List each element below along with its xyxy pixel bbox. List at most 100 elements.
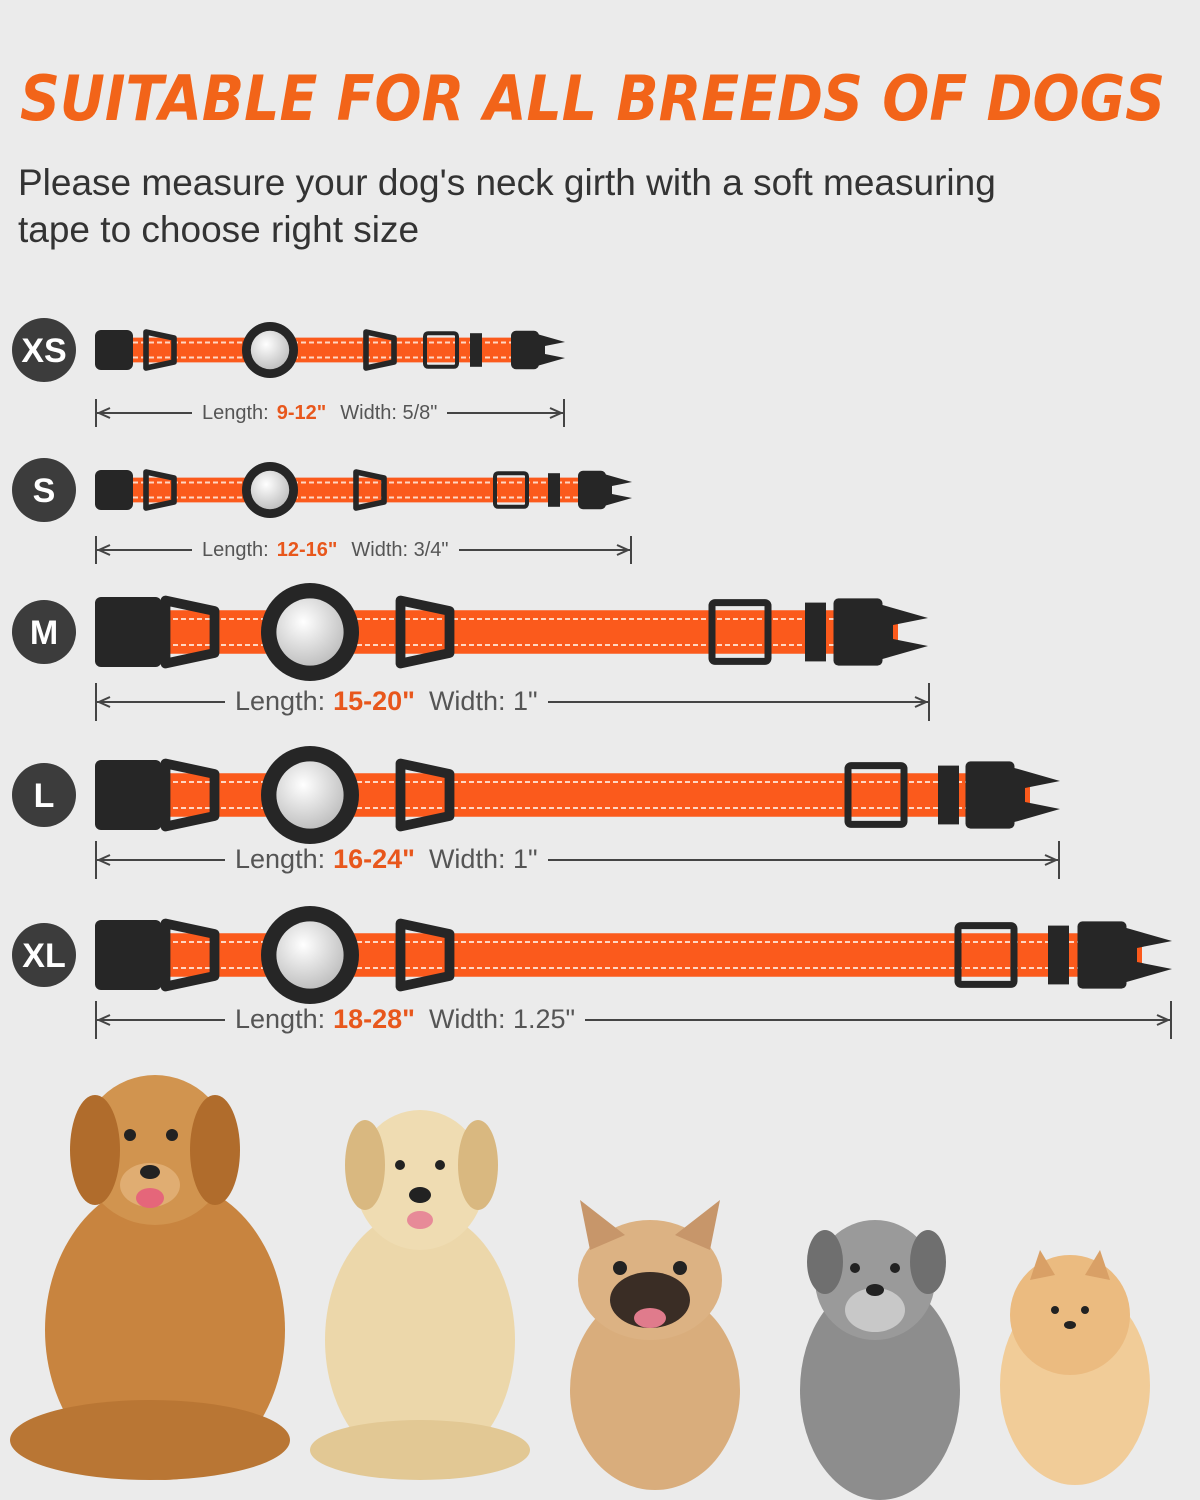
slider [708,599,772,665]
keeper [470,333,482,367]
dog [570,1200,740,1490]
clip-prongs [1011,767,1060,823]
arrowhead [616,544,630,556]
collars: XS S M L XL [12,318,1172,1004]
arrow-left [97,406,192,420]
arrowhead [97,854,111,866]
slider [844,762,908,828]
slider [423,331,459,369]
size-label: L [34,777,55,815]
clip-prongs [537,334,565,366]
keeper [548,473,560,507]
arrow-right [447,406,563,420]
size-badge [12,763,76,827]
length-label: Length: [235,686,326,717]
keeper [1048,925,1069,985]
collar-row: XL [12,906,1172,1004]
tick [95,683,97,721]
tick [1170,1001,1172,1039]
strap [115,773,1030,817]
size-badge [12,600,76,664]
d-ring [160,758,220,832]
width-text: Width: 1" [428,686,538,717]
strap [115,610,898,654]
tick [95,1001,97,1039]
subtitle: Please measure your dog's neck girth wit… [18,162,996,203]
keeper [938,765,959,825]
tag [276,761,344,829]
collar-row: M [12,583,928,681]
d-ring [143,329,177,371]
buckle [95,330,133,370]
d-ring [353,469,387,511]
d-ring [160,918,220,992]
length-label: Length: [235,1004,326,1035]
arrow-right [547,853,1059,867]
tick [95,399,97,427]
measure-row: Length: 16-24" Width: 1" [95,841,1060,879]
tick [1058,841,1060,879]
slider [954,922,1018,988]
tick [95,536,97,564]
arrow-right [547,695,929,709]
width-text: Width: 3/4" [351,538,449,561]
length-value: 9-12" [276,401,327,424]
dog [800,1220,960,1500]
arrowhead [914,696,928,708]
width-text: Width: 1" [428,844,538,875]
length-value: 18-28" [333,1004,415,1035]
collar-row: L [12,746,1060,844]
d-ring [395,595,455,669]
arrowhead [97,544,111,556]
clip-prongs [1123,927,1172,983]
d-ring [395,918,455,992]
slider [493,471,529,509]
dog [1000,1250,1150,1485]
size-badge [12,923,76,987]
size-label: XL [22,937,65,975]
arrowhead [97,696,111,708]
d-ring [395,758,455,832]
clip-prongs [879,604,928,660]
clip-prongs [604,474,632,506]
tick [630,536,632,564]
d-ring [143,469,177,511]
clip [833,598,883,666]
buckle [95,920,162,990]
length-value: 12-16" [276,538,338,561]
arrowhead [1156,1014,1170,1026]
width-text: Width: 1.25" [428,1004,576,1035]
tag [276,921,344,989]
tag [276,598,344,666]
title: SUITABLE FOR ALL BREEDS OF DOGS [20,62,1165,135]
d-ring [160,595,220,669]
arrow-right [585,1013,1170,1027]
measure-row: Length: 15-20" Width: 1" [95,683,930,721]
length-label: Length: [235,844,326,875]
subtitle: tape to choose right size [18,209,420,250]
clip [965,761,1015,829]
size-badge [12,458,76,522]
length-label: Length: [202,538,269,561]
tick [563,399,565,427]
size-badge [12,318,76,382]
size-label: XS [21,332,66,370]
arrowhead [97,407,111,419]
d-ring [363,329,397,371]
length-value: 16-24" [333,844,415,875]
tag [250,470,290,510]
collar-row: XS [12,318,565,382]
clip [578,470,606,510]
collar-row: S [12,458,632,522]
strap [115,933,1142,977]
strap [115,337,535,363]
title-area: SUITABLE FOR ALL BREEDS OF DOGS [20,62,1165,135]
tick [95,841,97,879]
width-text: Width: 5/8" [340,401,438,424]
size-label: M [30,614,58,652]
keeper [805,602,826,662]
measure-row: Length: 12-16" Width: 3/4" [95,536,632,564]
arrow-left [97,1013,225,1027]
tag [250,330,290,370]
